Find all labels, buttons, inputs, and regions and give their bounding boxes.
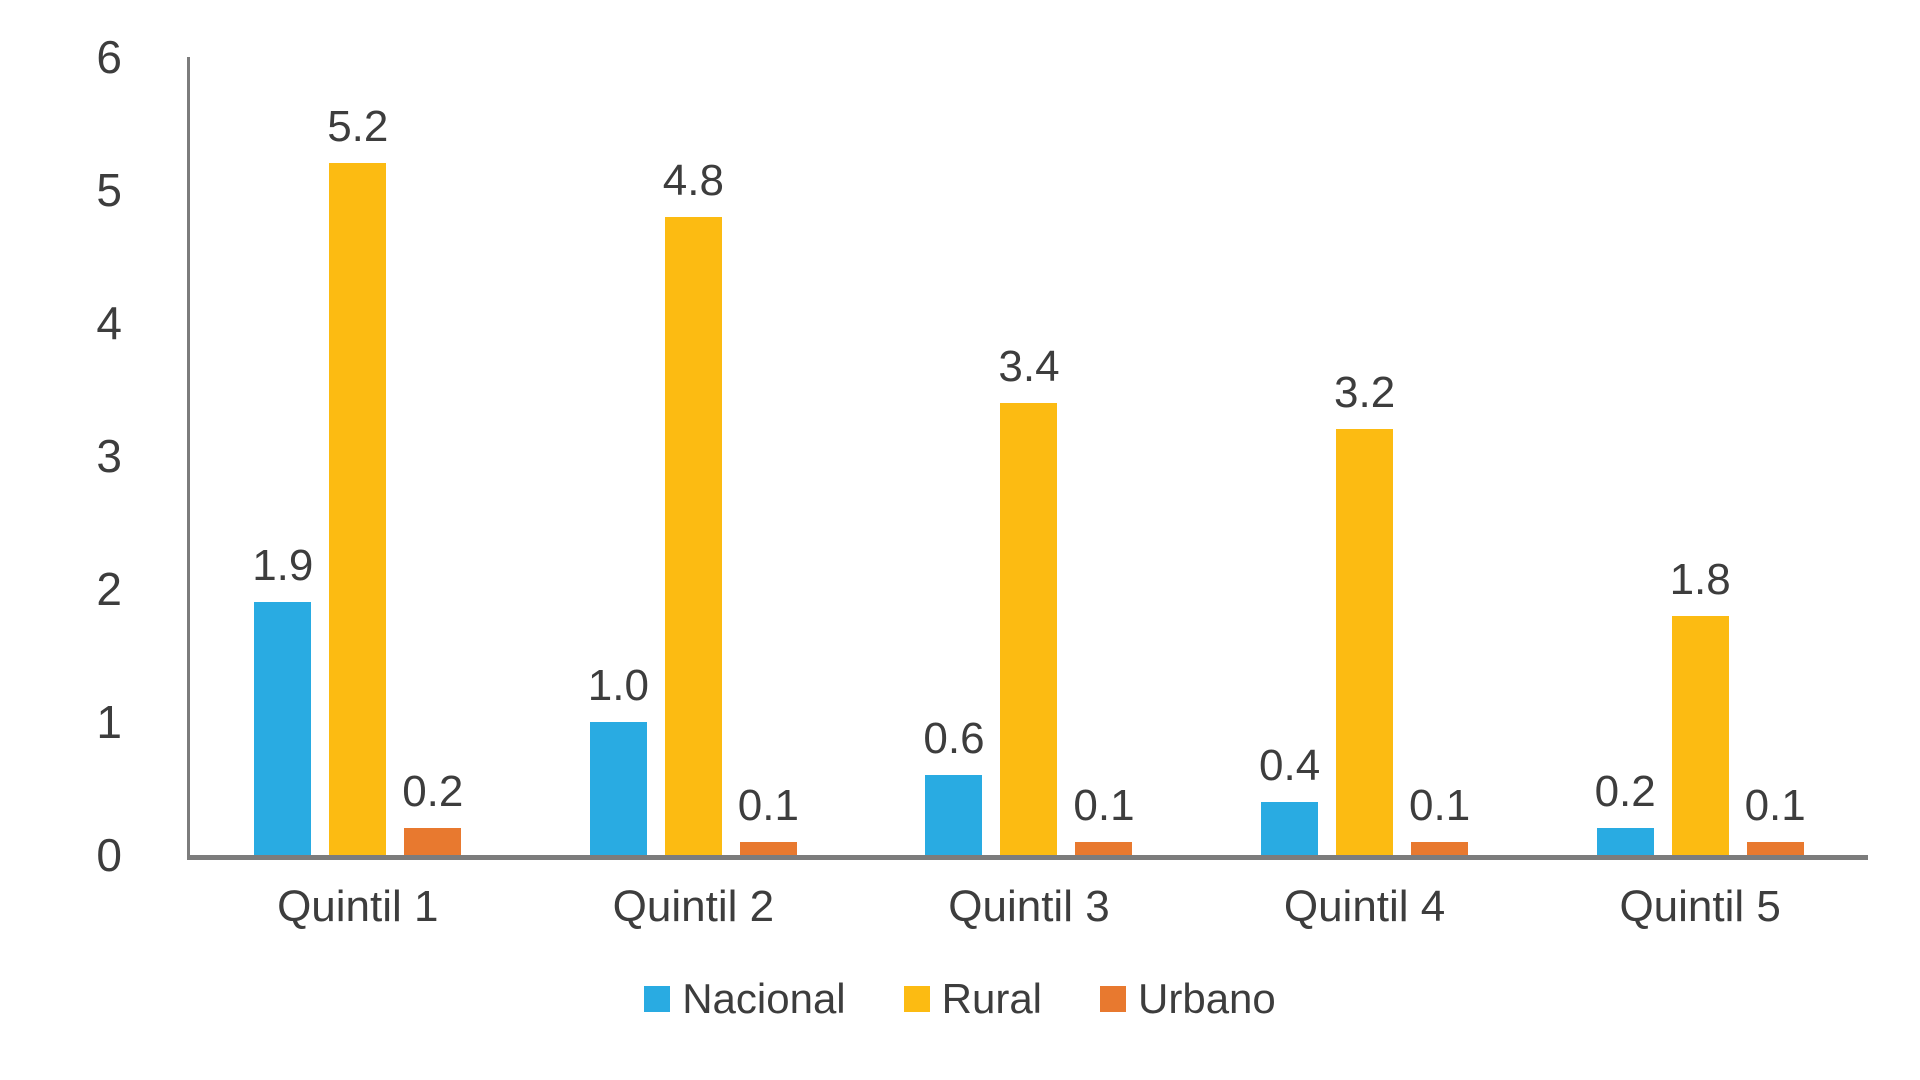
bar-nacional-quintil-2: 1.0 — [588, 664, 649, 855]
y-axis-tick-labels: 0 1 2 3 4 5 6 — [0, 34, 150, 878]
x-axis-line — [187, 855, 1868, 860]
bar-group-quintil-4: 0.4 3.2 0.1 — [1197, 57, 1533, 855]
y-tick-label-3: 3 — [96, 430, 122, 482]
bar-value-label: 3.2 — [1333, 368, 1396, 418]
bar-value-label: 1.0 — [587, 661, 649, 710]
x-axis-label-quintil-4: Quintil 4 — [1283, 882, 1446, 931]
bar-urbano-quintil-5: 0.1 — [1745, 783, 1806, 855]
legend-item-nacional: Nacional — [644, 975, 846, 1023]
legend-label-rural: Rural — [941, 975, 1043, 1022]
bar-value-label: 3.4 — [998, 341, 1060, 391]
x-axis-label-quintil-2: Quintil 2 — [612, 882, 775, 931]
bar-group-quintil-1: 1.9 5.2 0.2 — [190, 57, 526, 855]
bar-rural-quintil-3: 3.4 — [998, 344, 1060, 855]
bar-group-quintil-3: 0.6 3.4 0.1 — [861, 57, 1197, 855]
bar-nacional-quintil-5: 0.2 — [1595, 770, 1656, 855]
legend-swatch-icon-nacional — [644, 986, 671, 1012]
bar-value-label: 1.8 — [1669, 554, 1731, 604]
bar-value-label: 0.2 — [1594, 767, 1656, 817]
bar-nacional-quintil-1: 1.9 — [252, 544, 313, 855]
legend-label-urbano: Urbano — [1138, 975, 1276, 1022]
legend-label-nacional: Nacional — [682, 975, 846, 1022]
bar-value-label: 0.4 — [1258, 740, 1321, 790]
bar-value-label: 0.2 — [402, 767, 464, 817]
y-tick-label-4: 4 — [96, 297, 122, 349]
y-tick-label-6: 6 — [96, 31, 122, 83]
bar-group-quintil-5: 0.2 1.8 0.1 — [1532, 57, 1868, 855]
bar-rural-quintil-5: 1.8 — [1670, 557, 1731, 855]
bar-value-label: 0.1 — [1744, 780, 1806, 830]
plot-area: 1.9 5.2 0.2 1.0 4.8 0.1 0.6 3.4 0.1 0.4 3.2 0.1 0.2 1… — [187, 57, 1868, 860]
y-tick-label-5: 5 — [96, 164, 122, 216]
bar-value-label: 4.8 — [662, 155, 724, 205]
x-axis-label-quintil-1: Quintil 1 — [277, 882, 439, 931]
bar-value-label: 0.1 — [737, 780, 799, 830]
bar-rural-quintil-4: 3.2 — [1334, 371, 1395, 855]
y-tick-label-2: 2 — [96, 563, 122, 615]
legend-swatch-icon-rural — [903, 986, 930, 1012]
legend-swatch-icon-urbano — [1100, 986, 1127, 1012]
bar-rural-quintil-2: 4.8 — [663, 158, 724, 855]
x-axis-label-quintil-3: Quintil 3 — [948, 882, 1110, 931]
bar-value-label: 0.6 — [923, 714, 985, 764]
bar-urbano-quintil-1: 0.2 — [402, 770, 463, 855]
bar-urbano-quintil-4: 0.1 — [1409, 783, 1470, 855]
bar-urbano-quintil-3: 0.1 — [1073, 783, 1135, 855]
bar-urbano-quintil-2: 0.1 — [738, 783, 799, 855]
y-tick-label-1: 1 — [96, 696, 122, 748]
legend-item-rural: Rural — [903, 975, 1043, 1023]
bar-value-label: 0.1 — [1073, 780, 1135, 830]
x-axis-category-labels: Quintil 1 Quintil 2 Quintil 3 Quintil 4 Quin… — [190, 882, 1868, 932]
bar-value-label: 5.2 — [327, 102, 389, 152]
bar-value-label: 1.9 — [252, 541, 314, 591]
bar-rural-quintil-1: 5.2 — [327, 105, 388, 855]
x-axis-label-quintil-5: Quintil 5 — [1619, 882, 1781, 931]
legend: Nacional Rural Urbano — [0, 975, 1920, 1023]
y-axis-line — [187, 57, 190, 855]
bar-groups: 1.9 5.2 0.2 1.0 4.8 0.1 0.6 3.4 0.1 0.4 3.2 0.1 0.2 1… — [190, 57, 1868, 855]
y-tick-label-0: 0 — [96, 829, 122, 881]
bar-nacional-quintil-3: 0.6 — [923, 717, 985, 855]
bar-group-quintil-2: 1.0 4.8 0.1 — [526, 57, 862, 855]
bar-nacional-quintil-4: 0.4 — [1259, 743, 1320, 855]
legend-item-urbano: Urbano — [1100, 975, 1276, 1023]
bar-value-label: 0.1 — [1408, 780, 1471, 830]
